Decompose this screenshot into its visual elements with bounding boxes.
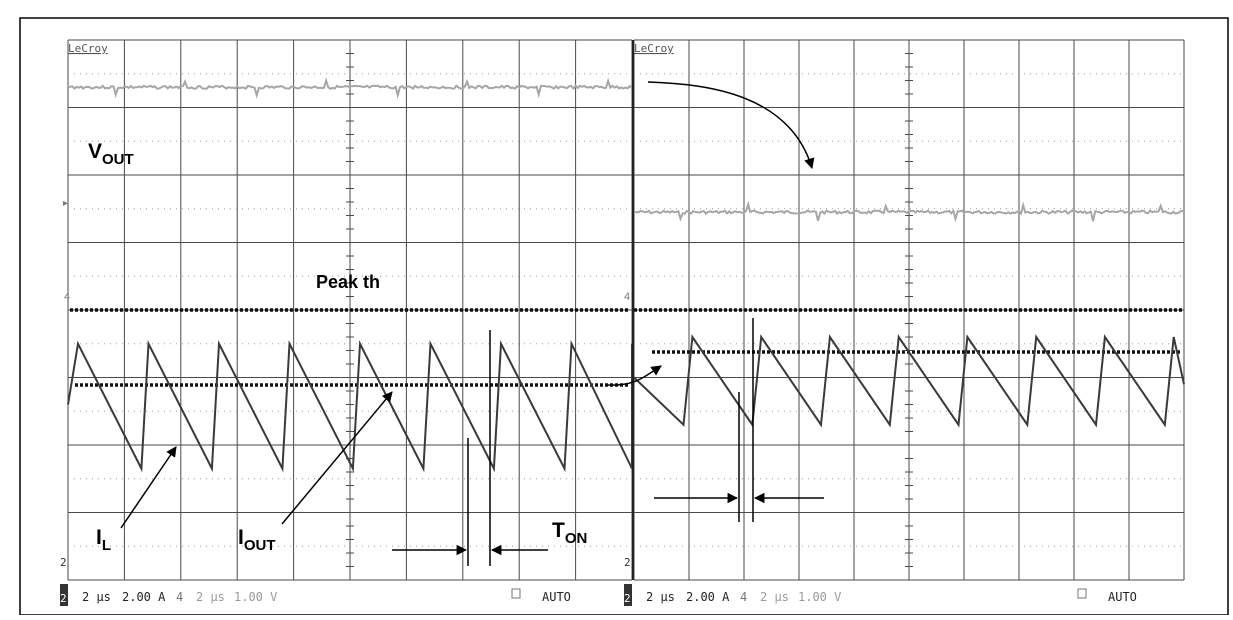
- scale-left: 2.00 A: [122, 590, 166, 604]
- trace-marker-left: 4: [64, 291, 70, 303]
- trigger-level-right: 1.00 V: [798, 590, 841, 604]
- mode-right: AUTO: [1108, 590, 1137, 604]
- il-label: IL: [96, 526, 111, 554]
- vout-trace-right: [633, 200, 1185, 223]
- iout-pointer-arrow: [281, 391, 393, 525]
- channel-badge-text-left: 2: [60, 592, 67, 605]
- trigger-icon-right: 4: [740, 590, 747, 604]
- mode-indicator-right: [1077, 588, 1087, 599]
- channel-badge-text-right: 2: [624, 592, 631, 605]
- iout-label: IOUT: [238, 526, 276, 554]
- il-trace-left: [67, 339, 633, 473]
- mode-indicator-left: [511, 588, 521, 599]
- status-bar-left: 2 2 2 µs 2.00 A 4 2 µs 1.00 V AUTO: [60, 556, 571, 606]
- scope-panel-right: LeCroy 4: [624, 39, 1185, 581]
- brand-label-left: LeCroy: [68, 42, 108, 55]
- il-trace-right: [633, 334, 1185, 428]
- scope-panel-left: LeCroy 4 ▸: [63, 39, 633, 581]
- trigger-level-left: 1.00 V: [234, 590, 277, 604]
- scale-right: 2.00 A: [686, 590, 730, 604]
- vout-trace-left: [67, 77, 633, 99]
- timebase-right: 2 µs: [646, 590, 675, 604]
- channel-marker-top-left: 2: [60, 556, 67, 569]
- brand-label-right: LeCroy: [634, 42, 674, 55]
- iout-shift-arrow: [607, 365, 662, 386]
- ground-marker-left: ▸: [63, 198, 68, 209]
- status-bar-right: 2 2 2 µs 2.00 A 4 2 µs 1.00 V AUTO: [624, 556, 1137, 606]
- channel-badge-left: [60, 584, 68, 606]
- vout-shift-arrow: [647, 81, 815, 170]
- trigger-icon-left: 4: [176, 590, 183, 604]
- vout-label: VOUT: [88, 140, 134, 168]
- mode-left: AUTO: [542, 590, 571, 604]
- il-pointer-arrow: [120, 446, 177, 529]
- peak-threshold-label: Peak th: [316, 272, 380, 292]
- trigger-time-right: 2 µs: [760, 590, 789, 604]
- trigger-time-left: 2 µs: [196, 590, 225, 604]
- channel-badge-right: [624, 584, 632, 606]
- trace-marker-right: 4: [624, 291, 630, 303]
- timebase-left: 2 µs: [82, 590, 111, 604]
- channel-marker-top-right: 2: [624, 556, 631, 569]
- ton-label: TON: [552, 519, 587, 547]
